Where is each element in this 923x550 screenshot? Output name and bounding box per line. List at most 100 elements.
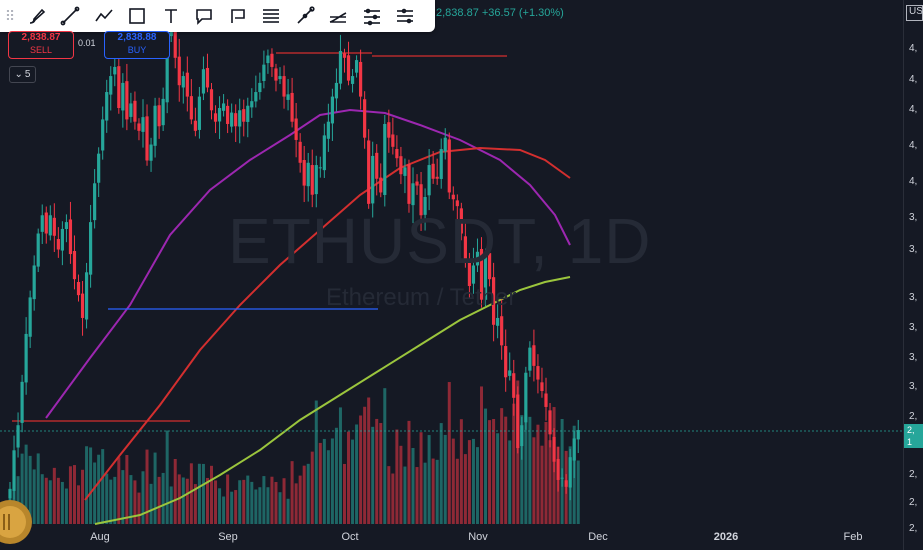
volume-bar	[419, 432, 423, 524]
volume-bar	[185, 478, 189, 524]
y-axis-label: 2,	[909, 497, 918, 508]
candle-body	[350, 76, 355, 84]
volume-bar	[359, 415, 363, 524]
candle-body	[512, 373, 516, 398]
candle-body	[125, 81, 129, 120]
path-icon[interactable]	[87, 0, 121, 32]
volume-bar	[189, 463, 193, 524]
drag-handle-icon[interactable]: ⠿	[4, 7, 16, 24]
trend-line-icon[interactable]	[54, 0, 88, 32]
volume-bar	[113, 476, 117, 524]
candle-body	[544, 393, 548, 407]
candle-body	[548, 410, 552, 435]
info-line-icon[interactable]	[288, 0, 322, 32]
candle-body	[113, 66, 117, 75]
candle-body	[419, 184, 423, 216]
volume-bar	[250, 481, 254, 524]
candle-body	[532, 345, 536, 366]
volume-bar	[141, 471, 145, 524]
volume-bar	[270, 476, 274, 524]
volume-bar	[238, 480, 242, 524]
x-axis-label: Sep	[218, 531, 238, 543]
volume-bar	[218, 488, 222, 524]
sell-button[interactable]: 2,838.87 SELL	[8, 31, 74, 59]
candle-body	[16, 425, 20, 448]
candle-body	[326, 121, 330, 139]
flag-note-icon[interactable]	[221, 0, 255, 32]
candle-body	[560, 477, 564, 479]
candle-body	[40, 215, 44, 232]
volume-bar	[334, 427, 338, 524]
y-axis-label: 4,	[909, 43, 918, 54]
volume-bar	[97, 454, 101, 524]
candle-body	[157, 105, 161, 127]
volume-bar	[36, 453, 40, 524]
brush-icon[interactable]	[20, 0, 54, 32]
volume-bar	[475, 447, 479, 524]
volume-bar	[314, 400, 318, 524]
volume-bar	[286, 498, 290, 524]
candle-body	[322, 135, 326, 171]
volume-bar	[60, 481, 64, 524]
candle-body	[487, 253, 492, 280]
fib-retracement-icon[interactable]	[255, 0, 289, 32]
ma-mid-line	[84, 146, 571, 501]
candle-body	[407, 164, 411, 204]
candle-body	[217, 108, 222, 122]
volume-bar	[129, 475, 133, 524]
candle-body	[117, 66, 121, 109]
candle-body	[121, 82, 125, 111]
candle-body	[48, 215, 52, 236]
indicators-collapse-button[interactable]: ⌄ 5	[9, 66, 36, 83]
rectangle-icon[interactable]	[121, 0, 155, 32]
candle-body	[189, 96, 193, 120]
volume-bar	[201, 463, 205, 524]
regression-trend-icon[interactable]	[389, 0, 423, 32]
volume-bar	[246, 475, 250, 524]
volume-bar	[93, 462, 97, 524]
sell-price: 2,838.87	[21, 32, 61, 43]
currency-unit-button[interactable]: US	[906, 5, 923, 21]
volume-bar	[532, 437, 536, 524]
candle-body	[302, 159, 306, 186]
volume-bar	[387, 466, 391, 524]
candle-body	[500, 316, 504, 346]
parallel-channel-icon[interactable]	[355, 0, 389, 32]
drawing-toolbar: ⠿	[0, 0, 435, 32]
volume-bar	[242, 479, 246, 524]
volume-bar	[230, 491, 234, 524]
callout-icon[interactable]	[188, 0, 222, 32]
buy-button[interactable]: 2,838.88 BUY	[104, 31, 170, 59]
candle-body	[36, 233, 40, 267]
candle-body	[459, 208, 463, 234]
candle-body	[93, 183, 97, 221]
candle-body	[435, 176, 439, 179]
candle-body	[129, 103, 133, 117]
volume-bar	[298, 475, 302, 524]
candle-body	[504, 346, 508, 378]
candle-body	[431, 163, 435, 179]
volume-bar	[205, 477, 209, 524]
candle-body	[161, 98, 165, 126]
candle-body	[536, 366, 540, 380]
volume-bar	[500, 408, 504, 524]
volume-bar	[133, 480, 137, 524]
volume-bar	[471, 438, 475, 524]
volume-bar	[28, 455, 32, 524]
candle-body	[310, 165, 314, 195]
text-icon[interactable]	[154, 0, 188, 32]
volume-bar	[439, 423, 443, 524]
volume-bar	[278, 492, 282, 524]
volume-bar	[415, 467, 419, 524]
candle-body	[197, 96, 202, 130]
volume-bar	[355, 424, 359, 524]
candle-body	[375, 152, 379, 179]
volume-bar	[383, 388, 387, 524]
candle-body	[552, 436, 556, 462]
candle-body	[451, 194, 455, 200]
fan-icon[interactable]	[322, 0, 356, 32]
volume-bar	[496, 433, 500, 524]
candle-body	[354, 60, 359, 73]
volume-bar	[403, 466, 407, 524]
